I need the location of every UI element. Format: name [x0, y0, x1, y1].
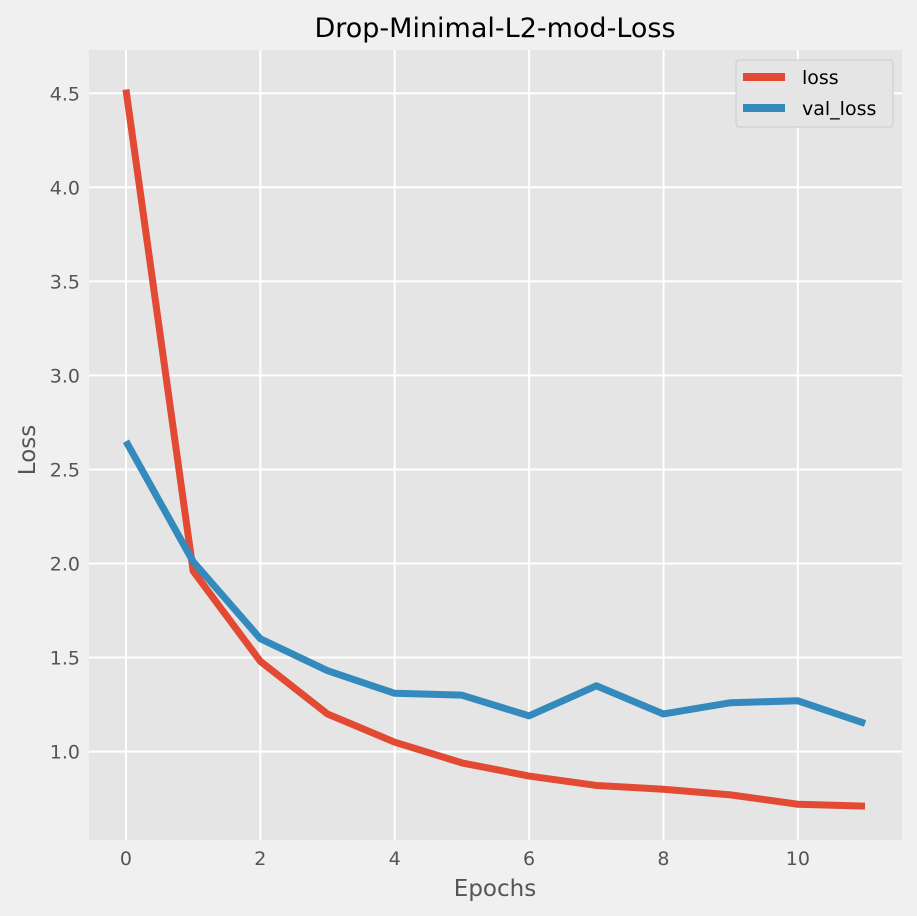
y-axis-label: Loss: [15, 425, 41, 475]
legend-label-val-loss: val_loss: [802, 98, 876, 120]
tick-labels: 0 2 4 6 8 10 1.0 1.5 2.0 2.5 3.0 3.5 4.0 4.5: [50, 83, 810, 870]
chart-title: Drop-Minimal-L2-mod-Loss: [314, 13, 675, 44]
legend: loss val_loss: [735, 59, 894, 128]
x-tick-label: 2: [254, 848, 266, 870]
y-tick-label: 3.5: [50, 271, 80, 293]
y-tick-label: 1.0: [50, 742, 80, 764]
y-tick-label: 4.0: [50, 177, 80, 199]
series-layer: [122, 89, 867, 810]
x-tick-label: 6: [523, 848, 535, 870]
y-tick-label: 4.5: [50, 83, 80, 105]
y-tick-label: 1.5: [50, 648, 80, 670]
y-tick-label: 2.0: [50, 554, 80, 576]
x-tick-label: 0: [120, 848, 132, 870]
x-axis-label: Epochs: [454, 876, 536, 902]
legend-label-loss: loss: [802, 67, 839, 89]
series-line-loss: [122, 89, 866, 810]
grid: [89, 50, 902, 840]
series-line-val-loss: [122, 439, 867, 727]
plot-area: [89, 50, 902, 840]
x-tick-label: 4: [389, 848, 401, 870]
y-tick-label: 3.0: [50, 365, 80, 387]
x-tick-label: 8: [657, 848, 669, 870]
x-tick-label: 10: [786, 848, 810, 870]
y-tick-label: 2.5: [50, 459, 80, 481]
